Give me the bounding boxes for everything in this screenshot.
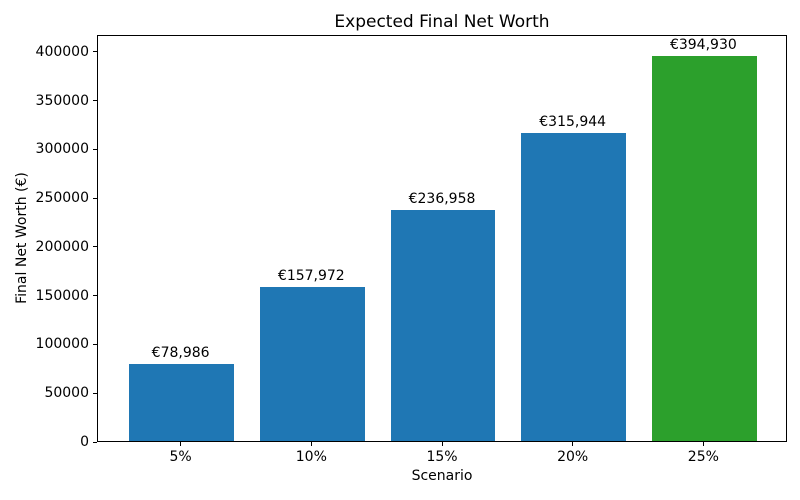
y-tick-mark [93, 100, 97, 102]
y-tick-label: 100000 [35, 336, 89, 353]
bar-value-label: €157,972 [277, 267, 345, 284]
x-tick-mark [310, 442, 312, 446]
chart-bar-25% [652, 55, 757, 441]
x-tick-mark [572, 442, 574, 446]
y-tick-mark [93, 392, 97, 394]
bar-value-label: €236,958 [408, 190, 476, 207]
y-tick-label: 0 [80, 434, 89, 450]
chart-title: Expected Final Net Worth [334, 12, 550, 32]
y-tick-mark [93, 295, 97, 297]
x-tick-mark [180, 442, 182, 446]
y-tick-label: 300000 [35, 141, 89, 158]
y-tick-label: 400000 [35, 43, 89, 60]
x-tick-mark [702, 442, 704, 446]
y-tick-mark [93, 246, 97, 248]
y-tick-mark [93, 51, 97, 53]
chart-bar-5% [129, 364, 234, 441]
x-tick-label: 20% [557, 449, 589, 465]
x-axis-label: Scenario [411, 468, 473, 484]
y-tick-label: 250000 [35, 190, 89, 207]
x-tick-label: 25% [687, 449, 719, 465]
y-tick-label: 200000 [35, 238, 89, 255]
x-tick-label: 10% [295, 449, 327, 465]
y-tick-label: 350000 [35, 92, 89, 109]
bar-value-label: €78,986 [151, 344, 210, 361]
y-tick-mark [93, 148, 97, 150]
x-tick-label: 5% [169, 449, 192, 465]
bar-value-label: €315,944 [539, 113, 607, 130]
x-tick-label: 15% [426, 449, 458, 465]
y-tick-label: 150000 [35, 287, 89, 304]
plot-area [97, 35, 787, 442]
chart-bar-15% [390, 209, 496, 441]
y-tick-mark [93, 197, 97, 199]
y-tick-mark [93, 441, 97, 443]
chart-bar-10% [260, 286, 365, 441]
bar-value-label: €394,930 [669, 36, 737, 53]
chart-bar-20% [521, 132, 626, 441]
y-tick-mark [93, 343, 97, 345]
y-tick-label: 50000 [44, 385, 89, 402]
x-tick-mark [441, 442, 443, 446]
